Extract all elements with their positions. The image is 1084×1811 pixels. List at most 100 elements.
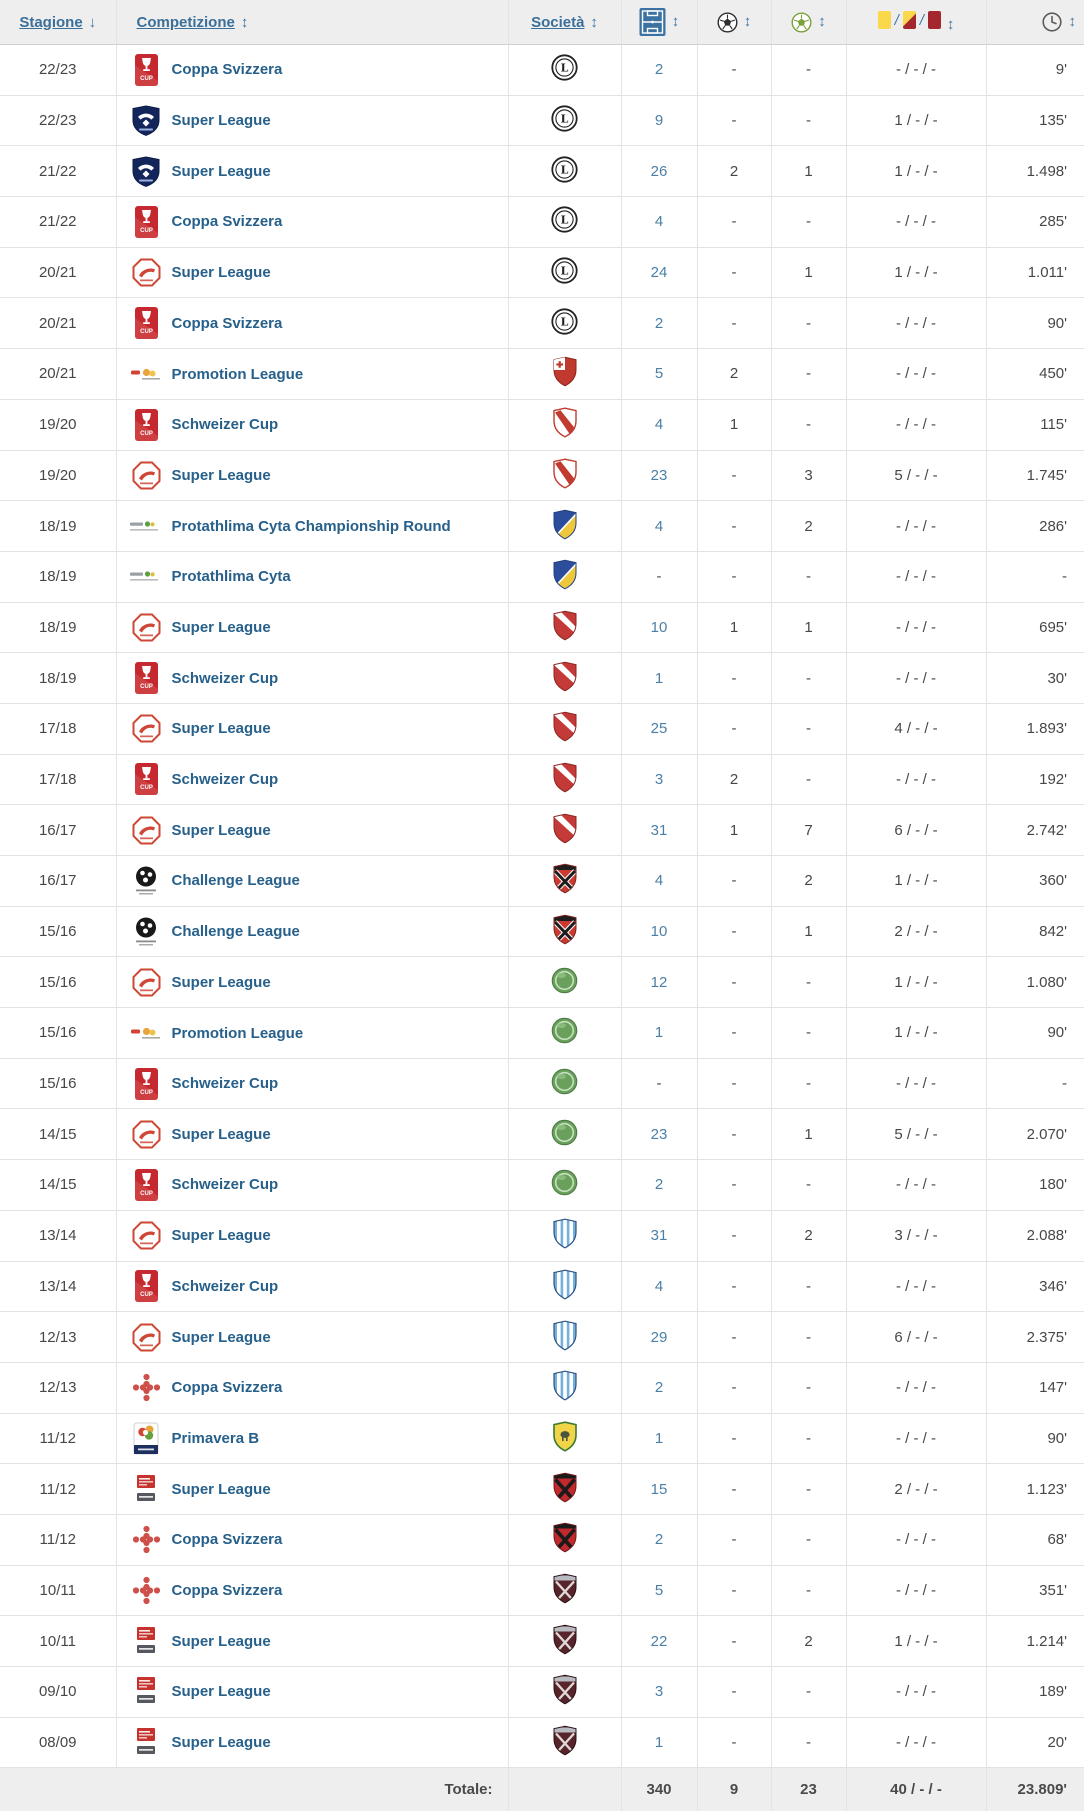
appearances-link[interactable]: 4 [654, 517, 664, 535]
competition-link[interactable]: Protathlima Cyta Championship Round [171, 517, 451, 535]
appearances-link[interactable]: 2 [654, 1531, 664, 1549]
sort-arrow-cards[interactable]: ↕ [946, 16, 955, 33]
appearances-link[interactable]: 2 [654, 1176, 664, 1194]
sion-logo-icon[interactable] [552, 458, 578, 489]
aarau-logo-icon[interactable] [552, 863, 578, 894]
competition-link[interactable]: Protathlima Cyta [171, 568, 291, 586]
appearances-link[interactable]: 12 [650, 973, 668, 991]
thun-logo-icon[interactable] [552, 711, 578, 742]
lugano-logo-icon[interactable]: L [551, 156, 578, 183]
appearances-link[interactable]: 26 [650, 162, 668, 180]
appearances-link[interactable]: 2 [654, 1379, 664, 1397]
stgallen-logo-icon[interactable] [551, 1169, 578, 1196]
competition-link[interactable]: Super League [171, 1683, 271, 1701]
apoel-logo-icon[interactable] [552, 559, 578, 590]
competition-link[interactable]: Super League [171, 1734, 271, 1752]
competition-link[interactable]: Schweizer Cup [171, 770, 279, 788]
competition-link[interactable]: Schweizer Cup [171, 1277, 279, 1295]
appearances-link[interactable]: 31 [650, 1227, 668, 1245]
competition-link[interactable]: Coppa Svizzera [171, 61, 283, 79]
lugano-logo-icon[interactable]: L [551, 257, 578, 284]
competition-link[interactable]: Schweizer Cup [171, 669, 279, 687]
sort-arrow-appearances[interactable]: ↕ [671, 12, 680, 30]
competition-link[interactable]: Super League [171, 264, 271, 282]
competition-link[interactable]: Coppa Svizzera [171, 1531, 283, 1549]
servette-logo-icon[interactable] [552, 1674, 578, 1705]
red-cross-shield-logo-icon[interactable] [552, 356, 578, 387]
competition-link[interactable]: Super League [171, 1632, 271, 1650]
thun-logo-icon[interactable] [552, 813, 578, 844]
sort-arrow-assists[interactable]: ↕ [818, 12, 826, 30]
aarau-logo-icon[interactable] [552, 914, 578, 945]
xamax-logo-icon[interactable] [552, 1522, 578, 1553]
lausanne-logo-icon[interactable] [552, 1269, 578, 1300]
thun-logo-icon[interactable] [552, 762, 578, 793]
lugano-logo-icon[interactable]: L [551, 54, 578, 81]
competition-link[interactable]: Coppa Svizzera [171, 1379, 283, 1397]
appearances-link[interactable]: 1 [654, 1429, 664, 1447]
competition-link[interactable]: Super League [171, 1480, 271, 1498]
appearances-link[interactable]: 25 [650, 720, 668, 738]
appearances-link[interactable]: 23 [650, 1125, 668, 1143]
appearances-link[interactable]: 4 [654, 416, 664, 434]
appearances-link[interactable]: 5 [654, 1581, 664, 1599]
appearances-link[interactable]: 4 [654, 213, 664, 231]
sort-competition-link[interactable]: Competizione [136, 13, 235, 31]
competition-link[interactable]: Primavera B [171, 1429, 260, 1447]
competition-link[interactable]: Super League [171, 973, 271, 991]
thun-logo-icon[interactable] [552, 610, 578, 641]
appearances-link[interactable]: 4 [654, 1277, 664, 1295]
appearances-link[interactable]: 3 [654, 1683, 664, 1701]
sort-arrow-club[interactable]: ↕ [590, 13, 598, 31]
appearances-link[interactable]: 31 [650, 821, 668, 839]
appearances-link[interactable]: 9 [654, 112, 664, 130]
appearances-link[interactable]: 10 [650, 923, 668, 941]
sort-club-link[interactable]: Società [531, 13, 585, 31]
competition-link[interactable]: Schweizer Cup [171, 416, 279, 434]
competition-link[interactable]: Coppa Svizzera [171, 213, 283, 231]
servette-logo-icon[interactable] [552, 1573, 578, 1604]
competition-link[interactable]: Schweizer Cup [171, 1176, 279, 1194]
stgallen-logo-icon[interactable] [551, 1017, 578, 1044]
appearances-link[interactable]: 5 [654, 365, 664, 383]
competition-link[interactable]: Schweizer Cup [171, 1075, 279, 1093]
sort-arrow-minutes[interactable]: ↕ [1068, 12, 1077, 30]
appearances-link[interactable]: 2 [654, 314, 664, 332]
stgallen-logo-icon[interactable] [551, 1119, 578, 1146]
appearances-link[interactable]: 2 [654, 61, 664, 79]
competition-link[interactable]: Coppa Svizzera [171, 314, 283, 332]
appearances-link[interactable]: 23 [650, 466, 668, 484]
appearances-link[interactable]: 29 [650, 1328, 668, 1346]
competition-link[interactable]: Super League [171, 1125, 271, 1143]
servette-logo-icon[interactable] [552, 1624, 578, 1655]
sort-season-link[interactable]: Stagione [19, 13, 83, 31]
appearances-link[interactable]: 1 [654, 1734, 664, 1752]
competition-link[interactable]: Super League [171, 821, 271, 839]
appearances-link[interactable]: 24 [650, 264, 668, 282]
apoel-logo-icon[interactable] [552, 509, 578, 540]
competition-link[interactable]: Promotion League [171, 365, 304, 383]
competition-link[interactable]: Super League [171, 720, 271, 738]
appearances-link[interactable]: 15 [650, 1480, 668, 1498]
competition-link[interactable]: Promotion League [171, 1024, 304, 1042]
competition-link[interactable]: Coppa Svizzera [171, 1581, 283, 1599]
competition-link[interactable]: Super League [171, 162, 271, 180]
sort-arrow-goals[interactable]: ↕ [743, 12, 752, 30]
appearances-link[interactable]: 10 [650, 618, 668, 636]
competition-link[interactable]: Super League [171, 112, 271, 130]
lausanne-logo-icon[interactable] [552, 1370, 578, 1401]
appearances-link[interactable]: 22 [650, 1632, 668, 1650]
competition-link[interactable]: Super League [171, 1227, 271, 1245]
lugano-logo-icon[interactable]: L [551, 308, 578, 335]
appearances-link[interactable]: 1 [654, 669, 664, 687]
sion-logo-icon[interactable] [552, 407, 578, 438]
competition-link[interactable]: Challenge League [171, 872, 300, 890]
servette-logo-icon[interactable] [552, 1725, 578, 1756]
lausanne-logo-icon[interactable] [552, 1218, 578, 1249]
competition-link[interactable]: Super League [171, 1328, 271, 1346]
sort-arrow-competition[interactable]: ↕ [240, 13, 249, 31]
lugano-logo-icon[interactable]: L [551, 206, 578, 234]
lausanne-logo-icon[interactable] [552, 1320, 578, 1351]
stgallen-logo-icon[interactable] [551, 967, 578, 994]
appearances-link[interactable]: 4 [654, 872, 664, 890]
